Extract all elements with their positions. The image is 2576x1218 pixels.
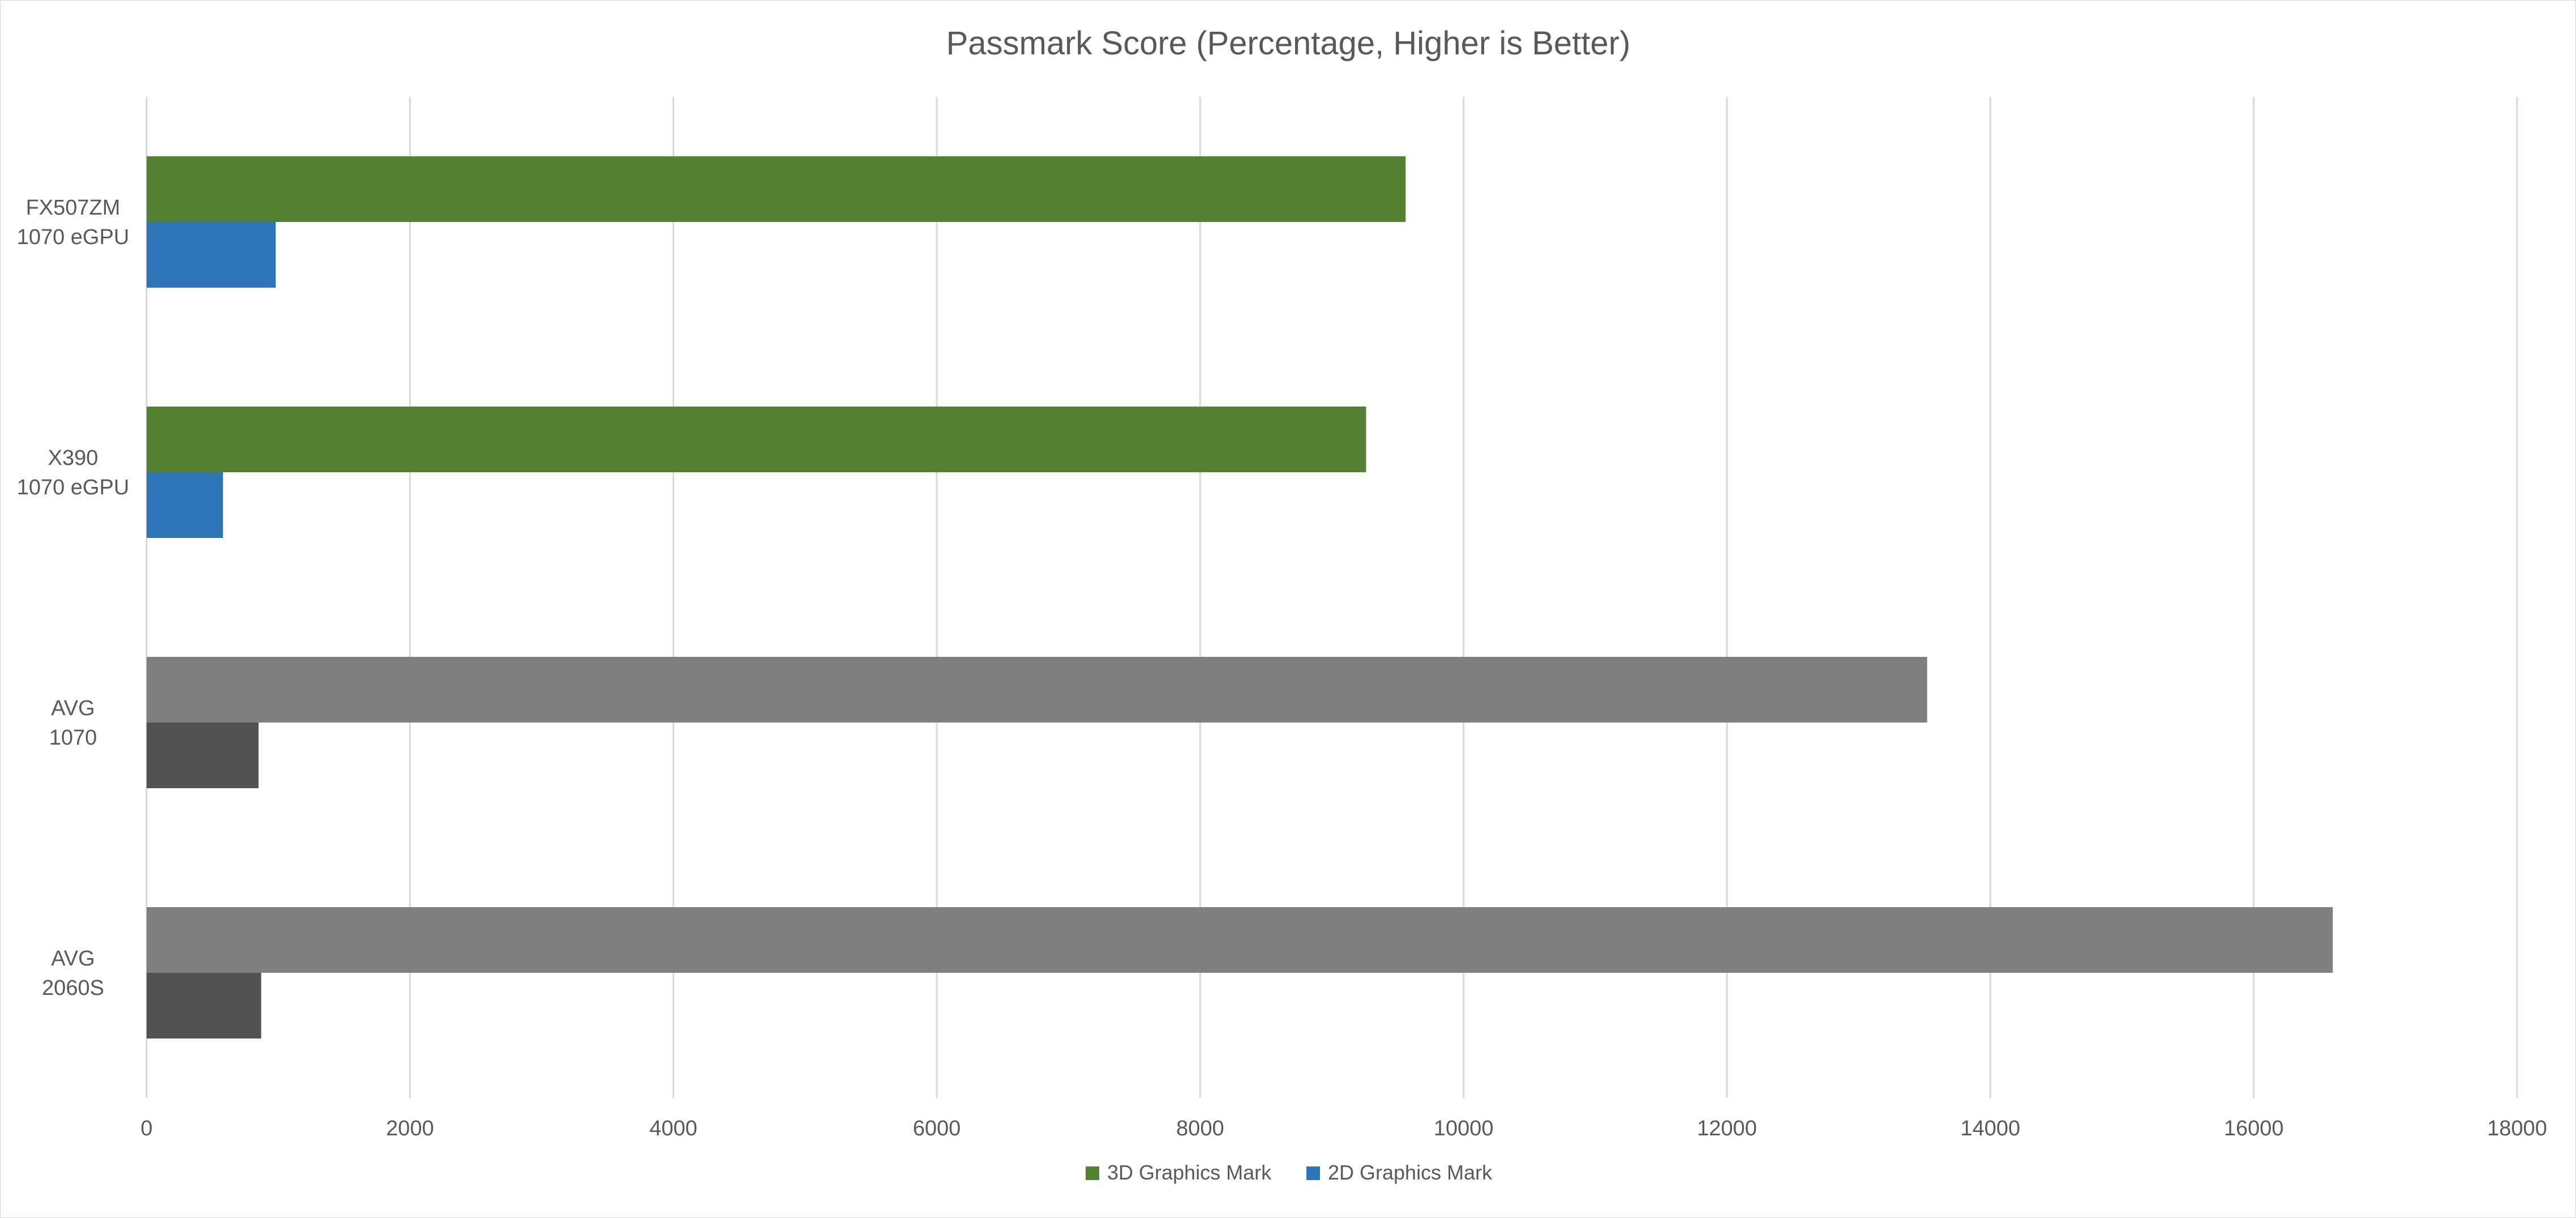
- gridlines: [145, 97, 2518, 1098]
- chart-title: Passmark Score (Percentage, Higher is Be…: [946, 25, 1631, 62]
- bar-2d-graphics-mark: [147, 222, 276, 288]
- x-tick-label: 14000: [1960, 1117, 2020, 1140]
- x-tick-label: 0: [140, 1117, 152, 1140]
- bar-3d-graphics-mark: [147, 156, 1406, 222]
- category-labels: FX507ZM 1070 eGPU X390 1070 eGPU AVG 1070 AVG 2…: [17, 196, 130, 1000]
- x-tick-label: 6000: [913, 1117, 961, 1140]
- x-tick-label: 2000: [386, 1117, 434, 1140]
- category-label-line: 2060S: [42, 976, 104, 1000]
- legend: 3D Graphics Mark 2D Graphics Mark: [1086, 1161, 1493, 1184]
- x-tick-label: 18000: [2487, 1117, 2547, 1140]
- legend-label: 3D Graphics Mark: [1107, 1161, 1272, 1184]
- category-label-line: FX507ZM: [26, 196, 121, 220]
- category-label-line: 1070: [49, 726, 97, 750]
- category-label: AVG 2060S: [42, 947, 104, 1000]
- legend-swatch: [1306, 1166, 1320, 1180]
- bars: [147, 156, 2333, 1038]
- category-label: X390 1070 eGPU: [17, 446, 130, 499]
- legend-label: 2D Graphics Mark: [1328, 1161, 1493, 1184]
- x-axis-tick-labels: 0 2000 4000 6000 8000 10000 12000 14000 16000 180…: [140, 1117, 2547, 1140]
- x-tick-label: 12000: [1697, 1117, 1757, 1140]
- category-label-line: 1070 eGPU: [17, 225, 130, 249]
- bar-2d-graphics-mark: [147, 973, 262, 1038]
- x-tick-label: 8000: [1176, 1117, 1224, 1140]
- category-label-line: X390: [48, 446, 98, 470]
- legend-swatch: [1086, 1166, 1099, 1180]
- category-label-line: 1070 eGPU: [17, 476, 130, 499]
- category-label: AVG 1070: [49, 696, 97, 750]
- x-tick-label: 10000: [1434, 1117, 1494, 1140]
- bar-3d-graphics-mark: [147, 657, 1927, 723]
- x-tick-label: 16000: [2224, 1117, 2284, 1140]
- category-label-line: AVG: [51, 696, 95, 720]
- bar-2d-graphics-mark: [147, 723, 259, 788]
- bar-3d-graphics-mark: [147, 907, 2333, 973]
- bar-3d-graphics-mark: [147, 407, 1366, 472]
- category-label-line: AVG: [51, 947, 95, 971]
- x-tick-label: 4000: [649, 1117, 697, 1140]
- bar-2d-graphics-mark: [147, 472, 223, 538]
- category-label: FX507ZM 1070 eGPU: [17, 196, 130, 249]
